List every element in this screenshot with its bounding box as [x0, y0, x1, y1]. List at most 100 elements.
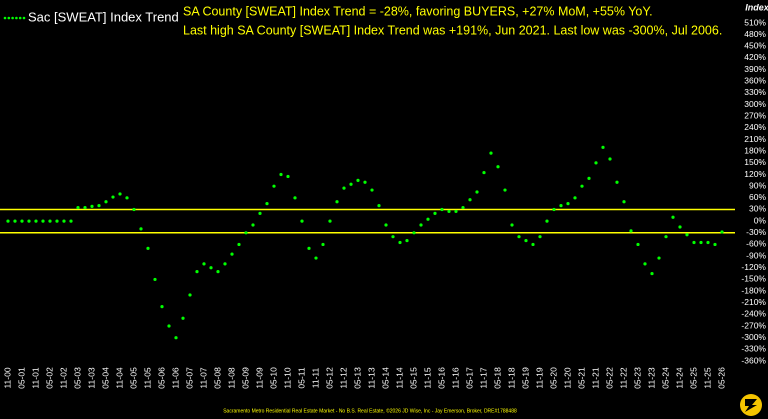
- y-tick-label: -60%: [746, 239, 766, 249]
- data-point: [20, 219, 24, 223]
- x-tick-label: 11-20: [562, 367, 572, 388]
- data-point: [125, 196, 129, 200]
- x-tick-label: 11-02: [58, 367, 68, 388]
- y-tick-label: -150%: [741, 274, 766, 284]
- data-point: [573, 196, 577, 200]
- data-point: [300, 219, 304, 223]
- y-tick-label: -30%: [746, 227, 766, 237]
- data-point: [41, 219, 45, 223]
- x-tick-label: 11-03: [86, 367, 96, 388]
- data-point: [587, 176, 591, 181]
- data-point: [342, 186, 346, 190]
- x-tick-label: 11-06: [170, 367, 180, 388]
- legend: Sac [SWEAT] Index Trend: [3, 9, 179, 24]
- x-tick-label: 05-16: [436, 367, 446, 389]
- x-tick-label: 05-17: [464, 367, 474, 389]
- legend-swatch-dot: [3, 16, 7, 20]
- data-point: [503, 188, 507, 192]
- data-point: [83, 205, 87, 210]
- data-point: [181, 316, 185, 320]
- data-point: [510, 223, 514, 227]
- data-point: [251, 223, 255, 227]
- x-tick-label: 05-04: [100, 367, 110, 389]
- data-point: [650, 271, 654, 276]
- data-point: [566, 202, 570, 206]
- data-point: [146, 246, 150, 250]
- x-tick-label: 11-23: [646, 367, 656, 388]
- y-tick-label: 420%: [744, 52, 766, 62]
- data-point: [552, 207, 556, 212]
- data-point: [468, 198, 472, 202]
- x-tick-label: 05-20: [548, 367, 558, 389]
- legend-swatch-dot: [11, 16, 14, 20]
- y-tick-label: -90%: [746, 250, 766, 260]
- x-tick-label: 05-26: [716, 367, 726, 389]
- legend-swatch-dot: [7, 16, 11, 20]
- data-point: [13, 219, 17, 223]
- x-tick-label: 05-22: [604, 367, 614, 389]
- x-tick-label: 11-12: [338, 367, 348, 388]
- y-tick-label: 90%: [749, 180, 766, 190]
- x-tick-label: 05-12: [324, 367, 334, 389]
- y-tick-label: 0%: [754, 215, 767, 225]
- logo-mark: [745, 399, 757, 412]
- data-point: [328, 219, 332, 223]
- y-tick-label: -330%: [741, 344, 766, 354]
- data-point: [412, 231, 416, 235]
- data-point: [496, 165, 500, 169]
- y-tick-label: -210%: [741, 297, 766, 307]
- data-point: [405, 238, 409, 243]
- data-point: [153, 277, 157, 282]
- y-tick-label: -240%: [741, 309, 766, 319]
- data-point: [48, 219, 52, 223]
- data-point: [174, 336, 178, 340]
- data-point: [678, 225, 682, 229]
- y-tick-label: 330%: [744, 87, 766, 97]
- x-tick-label: 05-07: [184, 367, 194, 389]
- x-tick-label: 05-08: [212, 367, 222, 389]
- data-point: [209, 266, 213, 270]
- x-tick-label: 05-11: [296, 367, 306, 388]
- x-tick-label: 11-05: [142, 367, 152, 388]
- data-point: [321, 242, 325, 247]
- data-point: [636, 242, 640, 247]
- data-point: [454, 209, 458, 214]
- data-point: [664, 235, 668, 239]
- data-point: [615, 180, 619, 184]
- x-tick-label: 11-25: [702, 367, 712, 388]
- x-tick-label: 05-09: [240, 367, 250, 389]
- data-point: [391, 235, 395, 239]
- y-tick-label: 390%: [744, 64, 766, 74]
- x-tick-label: 11-07: [198, 367, 208, 388]
- data-point: [475, 190, 479, 194]
- x-tick-label: 11-00: [2, 367, 12, 388]
- legend-label: Sac [SWEAT] Index Trend: [28, 9, 179, 24]
- data-point: [482, 170, 486, 175]
- y-tick-label: 480%: [744, 29, 766, 39]
- y-tick-label: 120%: [744, 169, 766, 179]
- x-tick-label: 05-18: [492, 367, 502, 389]
- data-point: [265, 202, 269, 206]
- x-tick-label: 11-21: [590, 367, 600, 388]
- data-point: [195, 270, 199, 274]
- x-tick-label: 05-23: [632, 367, 642, 389]
- x-tick-label: 11-13: [366, 367, 376, 388]
- data-point: [377, 203, 381, 208]
- x-tick-label: 11-11: [310, 367, 320, 388]
- data-point: [608, 157, 612, 161]
- data-point: [720, 230, 724, 234]
- data-point: [314, 256, 318, 260]
- x-tick-label: 05-15: [408, 367, 418, 389]
- data-point: [363, 180, 367, 184]
- data-point: [559, 203, 563, 208]
- y-tick-label: 510%: [744, 17, 766, 27]
- data-point: [167, 324, 171, 328]
- data-point: [307, 246, 311, 250]
- y-tick-label: 60%: [749, 192, 766, 202]
- data-point: [111, 195, 115, 199]
- data-point: [356, 178, 360, 182]
- data-point: [419, 223, 423, 227]
- data-point: [671, 215, 675, 219]
- data-point: [27, 219, 31, 223]
- x-tick-label: 05-02: [44, 367, 54, 389]
